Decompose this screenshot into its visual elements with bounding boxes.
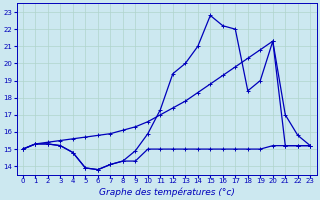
X-axis label: Graphe des températures (°c): Graphe des températures (°c)	[99, 187, 235, 197]
